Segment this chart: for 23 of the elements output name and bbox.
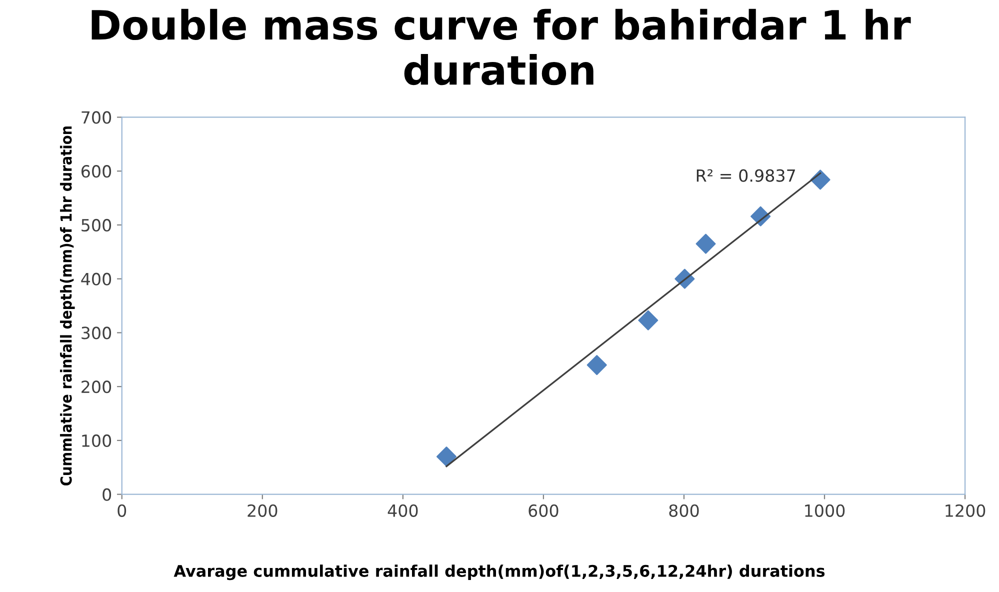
x-tick-label: 400 [388,504,418,517]
y-tick-label: 600 [82,165,112,178]
y-tick-label: 100 [82,434,112,448]
chart-title: Double mass curve for bahirdar 1 hr duration [92,8,911,86]
y-tick-label: 300 [82,326,112,340]
x-tick-label: 200 [248,504,278,517]
x-tick-label: 1000 [805,504,845,517]
point [436,446,457,467]
point [638,310,658,330]
x-tick-label: 600 [528,504,558,517]
y-tick-label: 200 [82,380,112,394]
point [696,234,716,254]
x-tick-label: 800 [669,504,699,517]
y-tick-label: 700 [82,111,112,124]
x-tick-label: 1200 [946,504,986,517]
x-axis-title: Avarage cummulative rainfall depth(mm)of(1,2,3,5,6,12,24hr) durations [174,564,825,580]
y-tick-label: 400 [81,272,112,286]
y-axis-title: Cummlative rainfall depth(mm)of 1hr duration [60,126,75,486]
y-tick-label: 0 [102,488,112,501]
annotation: R² = 0.9837 [696,169,795,182]
y-tick-label: 500 [82,218,112,232]
point [586,355,607,376]
x-tick-label: 0 [118,504,126,517]
